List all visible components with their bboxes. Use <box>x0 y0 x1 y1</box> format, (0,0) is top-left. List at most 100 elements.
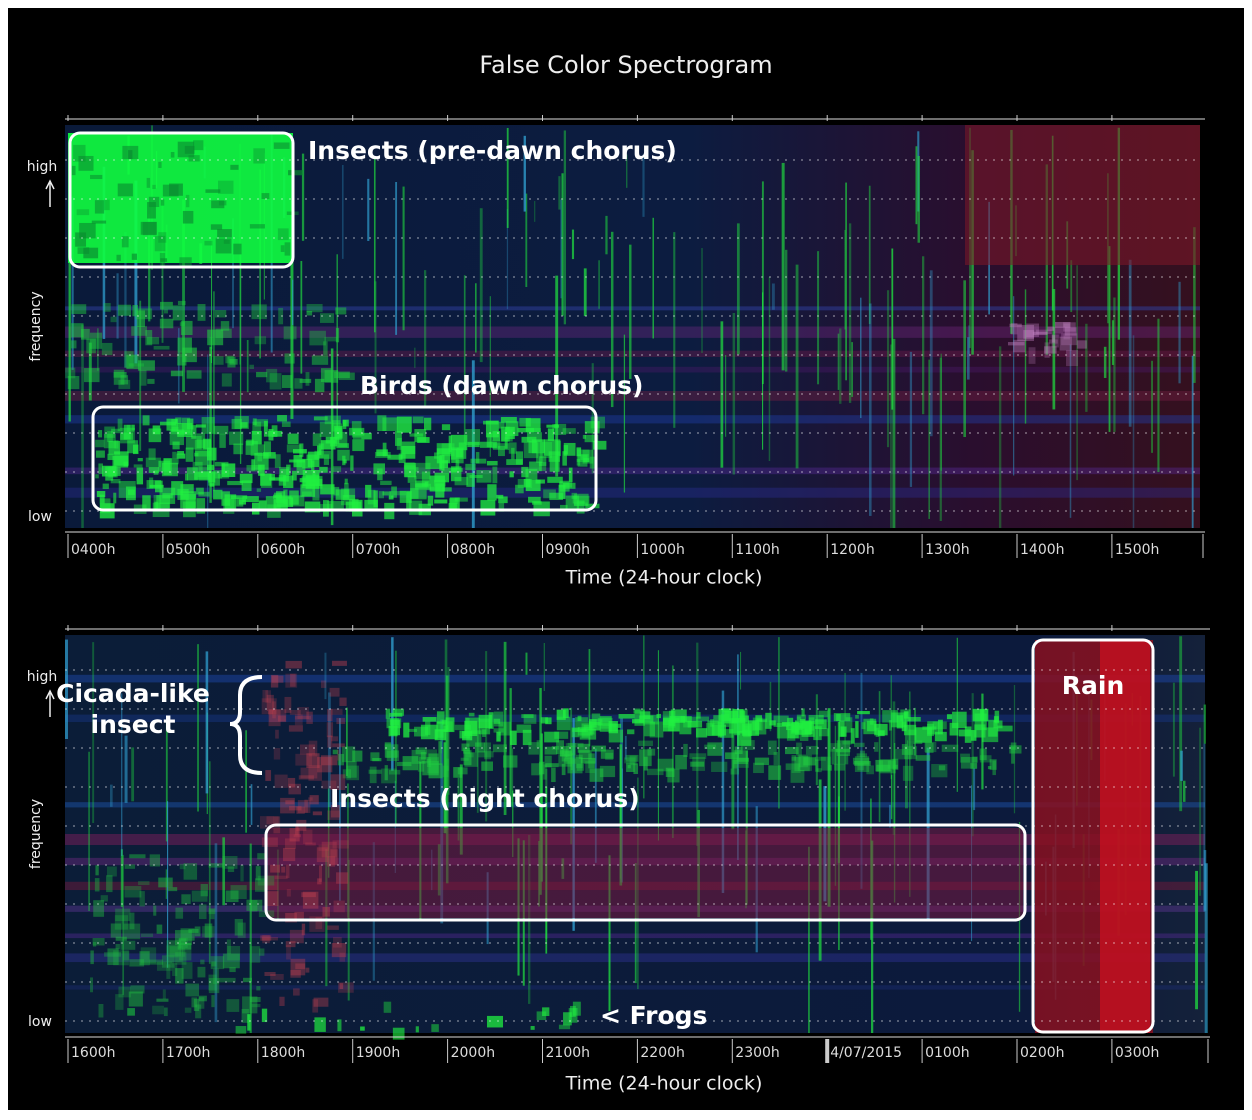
signal-blob <box>550 456 560 472</box>
signal-blob <box>251 444 265 456</box>
signal-blob <box>195 926 201 936</box>
signal-blob <box>154 470 159 474</box>
signal-streak <box>879 691 881 822</box>
signal-blob <box>272 701 276 718</box>
signal-blob <box>323 907 330 917</box>
signal-blob <box>327 709 332 721</box>
signal-streak <box>1204 705 1206 744</box>
signal-blob <box>487 1016 503 1028</box>
x-tick-label: 1800h <box>261 1045 306 1061</box>
signal-blob <box>982 727 998 742</box>
signal-blob <box>104 303 111 312</box>
signal-streak <box>464 275 466 443</box>
signal-blob <box>198 304 206 321</box>
signal-blob <box>285 674 297 688</box>
signal-blob <box>264 972 275 976</box>
signal-blob <box>84 368 100 382</box>
signal-streak <box>844 230 845 330</box>
signal-blob <box>99 1004 104 1018</box>
signal-blob <box>531 1026 535 1030</box>
signal-blob <box>309 331 326 346</box>
signal-streak <box>891 775 892 819</box>
signal-blob <box>221 463 225 474</box>
signal-streak <box>374 159 376 332</box>
signal-blob <box>916 755 931 761</box>
signal-blob <box>389 491 406 495</box>
signal-streak <box>245 730 247 832</box>
signal-blob <box>1013 340 1025 352</box>
signal-blob <box>339 698 346 706</box>
signal-blob <box>484 742 491 759</box>
signal-streak <box>1178 282 1180 384</box>
signal-streak <box>673 232 675 428</box>
signal-blob <box>422 472 430 487</box>
signal-blob <box>118 987 131 998</box>
signal-blob <box>181 894 190 904</box>
signal-blob <box>1049 339 1058 343</box>
signal-blob <box>562 749 568 762</box>
signal-blob <box>285 838 296 848</box>
signal-blob <box>572 727 580 737</box>
signal-blob <box>217 229 232 237</box>
signal-blob <box>262 690 268 702</box>
signal-blob <box>437 443 451 454</box>
signal-blob <box>230 165 238 170</box>
signal-blob <box>324 454 329 465</box>
signal-blob <box>430 476 445 492</box>
signal-blob <box>233 244 241 255</box>
signal-blob <box>177 451 184 455</box>
y-axis-label: frequency <box>28 799 44 869</box>
signal-blob <box>160 422 176 426</box>
signal-blob <box>71 340 77 348</box>
x-tick-label: 0300h <box>1115 1045 1160 1061</box>
signal-blob <box>111 923 121 937</box>
signal-blob <box>290 930 304 943</box>
signal-blob <box>219 434 225 448</box>
signal-blob <box>171 152 175 158</box>
signal-blob <box>317 847 328 862</box>
signal-blob <box>866 765 874 774</box>
signal-streak <box>782 163 785 370</box>
signal-blob <box>134 464 143 467</box>
signal-blob <box>103 484 109 489</box>
signal-blob <box>78 156 93 171</box>
signal-streak <box>414 348 415 368</box>
signal-blob <box>224 240 230 244</box>
signal-blob <box>275 730 279 739</box>
x-tick-label: 2100h <box>546 1045 591 1061</box>
signal-blob <box>90 333 102 349</box>
annotation-label: < Frogs <box>600 1001 707 1030</box>
signal-blob <box>627 729 634 734</box>
signal-blob <box>421 725 438 740</box>
signal-streak <box>534 201 535 222</box>
signal-blob <box>493 443 509 450</box>
signal-blob <box>268 711 273 714</box>
signal-blob <box>381 769 397 784</box>
signal-streak <box>796 265 799 469</box>
signal-streak <box>930 270 933 436</box>
signal-blob <box>72 166 76 175</box>
signal-blob <box>442 424 450 430</box>
signal-blob <box>545 756 552 768</box>
signal-streak <box>1025 289 1026 423</box>
signal-blob <box>303 830 312 844</box>
signal-blob <box>106 875 112 892</box>
signal-blob <box>83 248 98 259</box>
signal-streak <box>891 249 893 410</box>
signal-blob <box>393 1028 405 1040</box>
signal-blob <box>253 148 265 163</box>
signal-blob <box>494 728 504 732</box>
signal-blob <box>264 421 268 437</box>
signal-streak <box>292 280 293 325</box>
signal-blob <box>282 375 292 388</box>
y-low-label: low <box>28 509 52 525</box>
signal-blob <box>380 481 391 485</box>
y-low-label: low <box>28 1014 52 1030</box>
signal-blob <box>360 1026 365 1030</box>
signal-blob <box>882 710 898 722</box>
signal-streak <box>222 837 225 905</box>
signal-blob <box>200 960 204 965</box>
signal-blob <box>308 452 320 467</box>
signal-blob <box>815 759 818 771</box>
signal-blob <box>675 755 687 769</box>
